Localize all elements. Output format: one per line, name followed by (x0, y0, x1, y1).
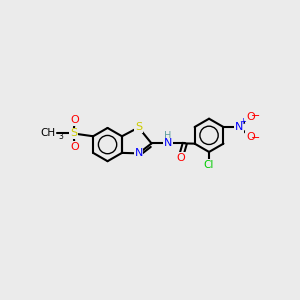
Text: H: H (164, 131, 172, 141)
Text: O: O (70, 142, 79, 152)
Text: +: + (240, 117, 247, 126)
Text: N: N (134, 148, 143, 158)
Text: S: S (70, 128, 77, 139)
Text: S: S (135, 122, 142, 133)
Text: O: O (176, 153, 185, 163)
Text: N: N (235, 122, 243, 132)
Text: N: N (164, 138, 172, 148)
Text: O: O (246, 132, 255, 142)
Text: −: − (251, 133, 260, 143)
Text: O: O (70, 115, 79, 125)
Text: CH: CH (40, 128, 56, 139)
Text: Cl: Cl (204, 160, 214, 170)
Text: 3: 3 (58, 132, 64, 141)
Text: −: − (251, 111, 260, 121)
Text: O: O (246, 112, 255, 122)
